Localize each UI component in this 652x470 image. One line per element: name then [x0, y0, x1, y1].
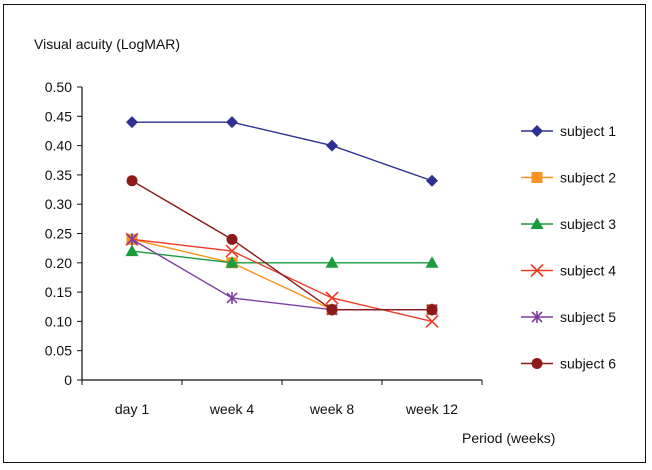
data-point	[426, 174, 438, 187]
data-point	[226, 291, 238, 304]
y-tick-label: 0.50	[45, 79, 72, 95]
y-tick-label: 0.45	[45, 108, 72, 124]
legend-label: subject 3	[560, 216, 616, 232]
data-point	[326, 139, 338, 152]
legend-marker	[531, 311, 543, 323]
data-point	[225, 244, 239, 258]
y-tick-label: 0.40	[45, 138, 72, 154]
legend-label: subject 5	[560, 309, 616, 325]
data-point	[226, 233, 238, 245]
x-axis-label: Period (weeks)	[462, 430, 555, 446]
x-tick-label: week 8	[309, 401, 355, 417]
legend-label: subject 4	[560, 263, 616, 279]
data-point	[425, 256, 439, 268]
axes: 0.50 0.45 0.40 0.35 0.30 0.25 0.20 0.15 0.10 0.05…	[45, 79, 483, 417]
series-4	[125, 232, 439, 328]
chart-frame	[3, 4, 646, 463]
legend-label: subject 1	[560, 123, 616, 139]
series-3	[125, 244, 439, 268]
y-tick-label: 0.05	[45, 343, 72, 359]
legend-entry: subject 1	[521, 123, 616, 139]
series-line	[131, 250, 432, 264]
x-tick-label: day 1	[115, 401, 149, 417]
legend-label: subject 6	[560, 356, 616, 372]
legend-entry: subject 3	[521, 216, 616, 232]
y-tick-label: 0	[64, 372, 72, 388]
data-point	[326, 304, 338, 316]
legend-marker	[531, 358, 543, 369]
data-point	[225, 256, 239, 268]
data-point	[426, 304, 438, 316]
legend-entry: subject 5	[521, 309, 616, 325]
y-axis-label: Visual acuity (LogMAR)	[34, 36, 180, 52]
legend-entry: subject 2	[521, 170, 616, 186]
series-line	[132, 121, 433, 182]
data-point	[126, 233, 138, 246]
series-1	[126, 116, 438, 187]
y-tick-label: 0.15	[45, 284, 72, 300]
data-point	[126, 116, 138, 129]
legend-marker	[530, 217, 544, 229]
legend-marker	[531, 125, 543, 137]
y-tick-label: 0.20	[45, 255, 72, 271]
legend-marker	[530, 263, 544, 278]
x-tick-label: week 12	[405, 401, 458, 417]
legend-entry: subject 4	[521, 263, 616, 279]
plot-area	[125, 116, 439, 328]
data-point	[126, 175, 138, 187]
x-tick-label: week 4	[209, 401, 255, 417]
legend-marker	[531, 172, 543, 183]
y-tick-label: 0.30	[45, 196, 72, 212]
legend-entry: subject 6	[521, 356, 616, 372]
series-line	[131, 180, 432, 311]
y-tick-label: 0.35	[45, 167, 72, 183]
legend: subject 1 subject 2 subject 3 subject 4 subj…	[521, 123, 616, 372]
data-point	[226, 116, 238, 129]
data-point	[425, 314, 439, 328]
data-point	[325, 291, 339, 305]
data-point	[125, 244, 139, 257]
legend-label: subject 2	[560, 170, 616, 186]
y-tick-label: 0.10	[45, 313, 72, 329]
data-point	[325, 256, 339, 268]
series-6	[126, 175, 438, 316]
y-tick-label: 0.25	[45, 226, 72, 242]
